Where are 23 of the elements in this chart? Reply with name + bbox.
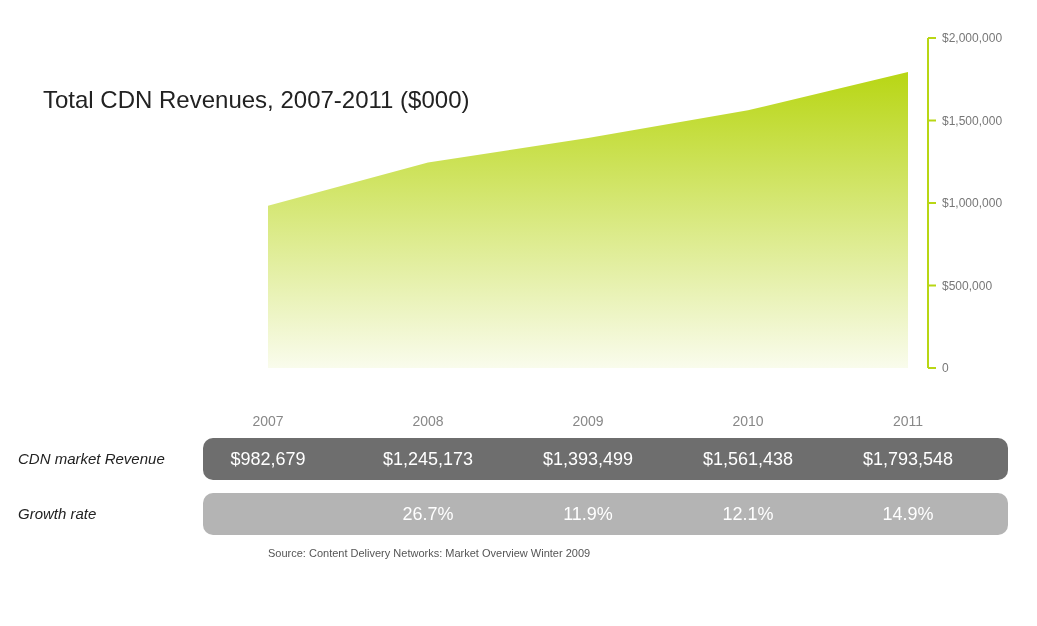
text: Total CDN Revenues, 2007-2011 ($000) (43, 86, 470, 113)
data-label: $1,561,438 (702, 449, 794, 470)
data-label: $1,793,548 (862, 449, 954, 470)
source-note: Source: Content Delivery Networks: Market Overview Winter 2009 (268, 547, 591, 559)
text: Growth rate (18, 505, 97, 523)
data-label: $1,393,499 (542, 449, 634, 470)
x-tick-label: 2009 (572, 413, 604, 429)
text: 26.7% (402, 504, 454, 525)
text: 11.9% (563, 504, 613, 525)
text: CDN market Revenue (18, 450, 165, 468)
y-tick-label: $1,500,000 (942, 113, 1003, 128)
x-tick-label: 2007 (252, 413, 284, 429)
text: 14.9% (882, 504, 934, 525)
y-tick-label: $2,000,000 (942, 31, 1003, 46)
data-label: $982,679 (230, 449, 306, 470)
x-tick-label: 2008 (412, 413, 444, 429)
data-label: $1,245,173 (382, 449, 474, 470)
text: 12.1% (722, 504, 774, 525)
y-tick-label: 0 (942, 361, 949, 376)
x-tick-label: 2011 (892, 413, 924, 429)
y-tick-label: $500,000 (942, 278, 993, 293)
x-tick-label: 2010 (732, 413, 764, 429)
y-tick-label: $1,000,000 (942, 196, 1003, 211)
